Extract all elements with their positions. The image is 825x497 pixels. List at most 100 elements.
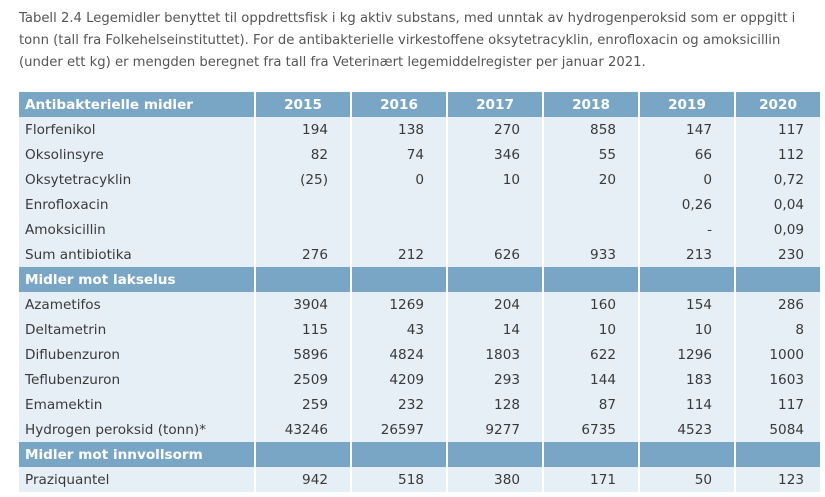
table-row: Amoksicillin -0,09 [19,217,820,242]
value-cell: 293 [448,367,542,392]
value-cell: 87 [544,392,638,417]
value-cell: 55 [544,142,638,167]
value-cell: 82 [256,142,350,167]
value-cell: 213 [640,242,734,267]
value-cell: 114 [640,392,734,417]
value-cell [448,217,542,242]
value-cell: 4523 [640,417,734,442]
section-filler-cell [736,442,820,467]
value-cell: 138 [352,117,446,142]
value-cell: 154 [640,292,734,317]
value-cell: 346 [448,142,542,167]
row-label: Hydrogen peroksid (tonn)* [19,417,254,442]
value-cell: 66 [640,142,734,167]
header-year: 2017 [448,92,542,117]
row-label: Deltametrin [19,317,254,342]
value-cell: 160 [544,292,638,317]
value-cell: 20 [544,167,638,192]
section-filler-cell [736,267,820,292]
value-cell: 8 [736,317,820,342]
value-cell: 518 [352,467,446,492]
row-label: Oksytetracyklin [19,167,254,192]
value-cell: 626 [448,242,542,267]
value-cell: 4824 [352,342,446,367]
row-label: Emamektin [19,392,254,417]
value-cell: 144 [544,367,638,392]
table-row: Hydrogen peroksid (tonn)* 43246 26597 9277 6… [19,417,820,442]
value-cell: 14 [448,317,542,342]
section-filler-cell [544,267,638,292]
header-year: 2015 [256,92,350,117]
table-row: Florfenikol 194 138 270 858 147 117 [19,117,820,142]
value-cell: 9277 [448,417,542,442]
value-cell: 4209 [352,367,446,392]
table-row: Diflubenzuron 5896 4824 1803 622 1296 1000 [19,342,820,367]
header-year: 2019 [640,92,734,117]
row-label: Teflubenzuron [19,367,254,392]
table-header-row: Antibakterielle midler 2015 2016 2017 20… [19,92,820,117]
table-row: Praziquantel 942 518 380 171 50 123 [19,467,820,492]
value-cell: 858 [544,117,638,142]
value-cell: 942 [256,467,350,492]
table-body: Florfenikol 194 138 270 858 147 117 Oksolinsyre… [19,117,820,492]
section-title: Midler mot lakselus [19,267,254,292]
value-cell: 10 [448,167,542,192]
value-cell [544,192,638,217]
value-cell: 2509 [256,367,350,392]
table-row: Oksolinsyre 82 74 346 55 66 112 [19,142,820,167]
value-cell: 1269 [352,292,446,317]
value-cell [256,192,350,217]
value-cell: 3904 [256,292,350,317]
table-row: Oksytetracyklin (25) 0 10 20 0 0,72 [19,167,820,192]
value-cell: 10 [544,317,638,342]
row-label: Enrofloxacin [19,192,254,217]
section-filler-cell [640,267,734,292]
section-filler-cell [544,442,638,467]
row-label: Praziquantel [19,467,254,492]
section-title: Midler mot innvollsorm [19,442,254,467]
value-cell: 5896 [256,342,350,367]
value-cell [544,217,638,242]
value-cell: 6735 [544,417,638,442]
row-label: Sum antibiotika [19,242,254,267]
value-cell: 74 [352,142,446,167]
value-cell: 183 [640,367,734,392]
value-cell: 276 [256,242,350,267]
table-row: Sum antibiotika 276 212 626 933 213 230 [19,242,820,267]
value-cell: 194 [256,117,350,142]
value-cell: 43 [352,317,446,342]
value-cell: 147 [640,117,734,142]
value-cell: 112 [736,142,820,167]
value-cell: 117 [736,117,820,142]
header-year: 2020 [736,92,820,117]
value-cell: 0,09 [736,217,820,242]
value-cell: 1803 [448,342,542,367]
value-cell: 1296 [640,342,734,367]
row-label: Diflubenzuron [19,342,254,367]
value-cell: 50 [640,467,734,492]
value-cell: 259 [256,392,350,417]
value-cell [352,192,446,217]
value-cell: 43246 [256,417,350,442]
value-cell: 0 [352,167,446,192]
header-antibakterielle: Antibakterielle midler [19,92,254,117]
section-filler-cell [256,442,350,467]
value-cell: 0,04 [736,192,820,217]
value-cell: 212 [352,242,446,267]
value-cell: 123 [736,467,820,492]
value-cell: 117 [736,392,820,417]
value-cell: 10 [640,317,734,342]
value-cell [448,192,542,217]
header-year: 2018 [544,92,638,117]
table-caption: Tabell 2.4 Legemidler benyttet til oppdr… [19,11,796,70]
value-cell: 933 [544,242,638,267]
row-label: Azametifos [19,292,254,317]
section-filler-cell [448,442,542,467]
table-row: Teflubenzuron 2509 4209 293 144 183 1603 [19,367,820,392]
value-cell: 115 [256,317,350,342]
value-cell: 622 [544,342,638,367]
table-row: Deltametrin 115 43 14 10 10 8 [19,317,820,342]
value-cell: 0,72 [736,167,820,192]
value-cell: 270 [448,117,542,142]
section-filler-cell [352,267,446,292]
